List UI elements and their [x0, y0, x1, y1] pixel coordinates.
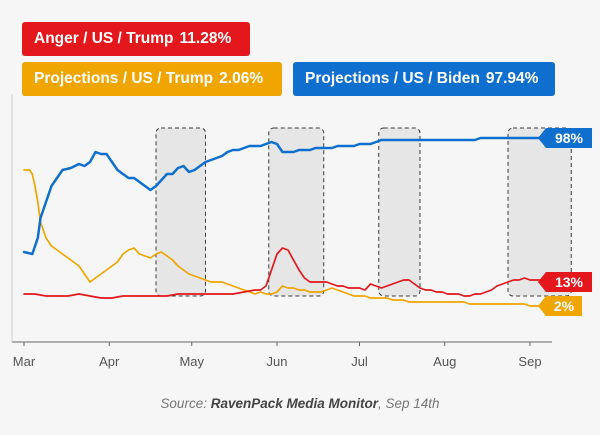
- legend-projections-biden: Projections / US / Biden 97.94%: [293, 62, 555, 96]
- legend-anger-trump-value: 11.28%: [179, 30, 232, 47]
- legend-projections-biden-value: 97.94%: [485, 70, 539, 87]
- end-label-3: 13%: [538, 272, 592, 292]
- end-label-text: 13%: [555, 274, 584, 290]
- legend-projections-biden-name: Projections / US / Biden: [305, 70, 480, 87]
- x-axis: Mar Apr May Jun Jul Aug Sep: [11, 94, 552, 369]
- series-line-projections-us-biden: [22, 136, 565, 256]
- highlight-box-2: [268, 127, 325, 297]
- series-line-projections-us-trump: [23, 169, 564, 307]
- source-suffix: , Sep 14th: [378, 396, 440, 411]
- legend-anger-trump-name: Anger / US / Trump: [34, 30, 174, 47]
- line-chart: Mar Apr May Jun Jul Aug Sep 98% 2% 13%: [11, 94, 592, 369]
- highlight-box-4: [507, 127, 572, 297]
- x-tick-label-sep: Sep: [518, 354, 541, 369]
- source-name: RavenPack Media Monitor: [210, 396, 379, 411]
- end-labels: 98% 2% 13%: [538, 128, 592, 316]
- x-tick-label-jun: Jun: [267, 354, 288, 369]
- end-label-1: 98%: [538, 128, 592, 148]
- source-note: Source: RavenPack Media Monitor, Sep 14t…: [0, 396, 600, 411]
- source-prefix: Source:: [160, 396, 207, 411]
- highlight-boxes: [155, 127, 572, 297]
- end-label-tag: [538, 272, 592, 292]
- legend-projections-trump-value: 2.06%: [219, 70, 264, 87]
- x-tick-label-apr: Apr: [99, 354, 120, 369]
- end-label-tag: [538, 128, 592, 148]
- legend-anger-trump: Anger / US / Trump 11.28%: [22, 22, 250, 56]
- x-tick-label-aug: Aug: [433, 354, 456, 369]
- end-label-2: 2%: [538, 296, 582, 316]
- highlight-box-1: [155, 127, 206, 297]
- highlight-box-3: [378, 127, 421, 297]
- x-tick-label-mar: Mar: [13, 354, 36, 369]
- x-tick-label-may: May: [179, 354, 204, 369]
- legend-projections-trump: Projections / US / Trump 2.06%: [22, 62, 282, 96]
- x-tick-label-jul: Jul: [351, 354, 368, 369]
- series-line-anger-us-trump: [23, 247, 564, 299]
- series-lines: [22, 136, 565, 307]
- end-label-tag: [538, 296, 582, 316]
- end-label-text: 98%: [555, 130, 584, 146]
- legend-projections-trump-name: Projections / US / Trump: [34, 70, 214, 87]
- end-label-text: 2%: [554, 298, 575, 314]
